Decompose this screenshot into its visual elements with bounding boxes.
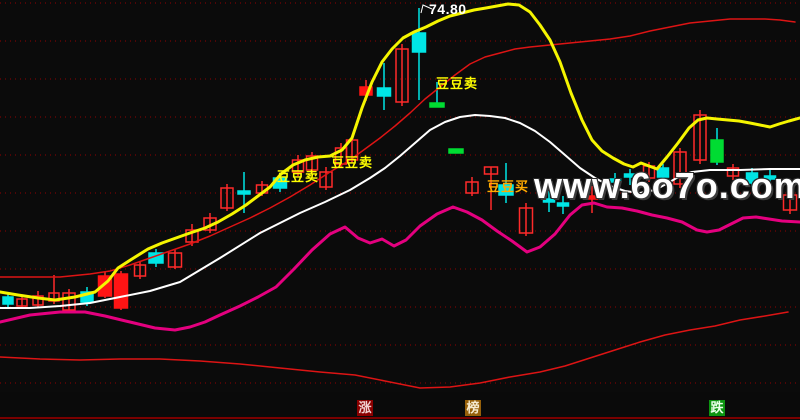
signal-label-sell-2: 豆豆卖 xyxy=(331,155,374,170)
rank-badge[interactable]: 榜 xyxy=(465,400,481,416)
signal-label-sell-3: 豆豆卖 xyxy=(436,76,479,91)
watermark: www.6o7o.com xyxy=(534,165,800,206)
ticker-bar: 涨 榜 跌 xyxy=(0,392,800,420)
rise-badge[interactable]: 涨 xyxy=(357,400,373,416)
fall-badge[interactable]: 跌 xyxy=(709,400,725,416)
main-chart-panel[interactable]: 74.80 豆豆卖 豆豆卖 豆豆卖 豆豆买 www.6o7o.com xyxy=(0,0,800,392)
price-high-label: 74.80 xyxy=(429,1,467,17)
signal-label-sell-1: 豆豆卖 xyxy=(277,169,320,184)
bottom-border-line xyxy=(0,417,800,419)
price-chart-svg[interactable] xyxy=(0,0,800,392)
signal-label-buy-1: 豆豆买 xyxy=(487,179,530,194)
